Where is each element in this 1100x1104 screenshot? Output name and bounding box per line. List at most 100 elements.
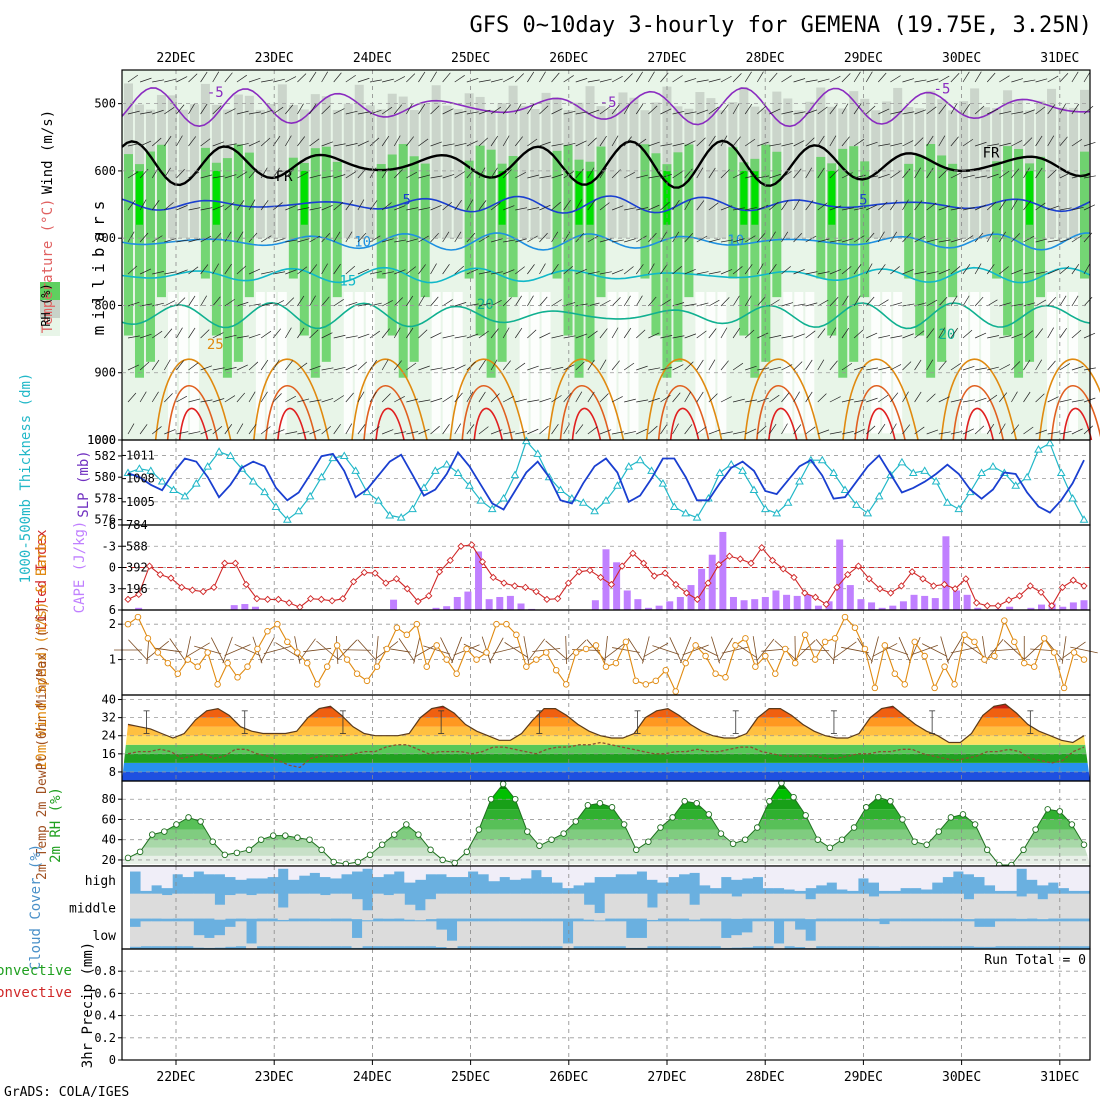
rh2m-point <box>960 812 966 818</box>
cloud-cell-high <box>847 866 858 891</box>
rh2m-point <box>186 815 192 821</box>
wind-speed-point <box>155 650 161 656</box>
date-label-top: 30DEC <box>942 51 981 66</box>
wind-speed-point <box>763 653 769 659</box>
cloud-cell-high <box>816 866 827 885</box>
rh-band <box>122 840 1090 848</box>
cloud-cell-low <box>626 938 637 948</box>
cloud-cell-high <box>584 866 595 883</box>
cloud-cell-low <box>1079 921 1090 946</box>
cloud-cell-middle <box>974 894 985 919</box>
isotherm-label--5c: -5 <box>934 82 951 98</box>
wind-speed-point <box>474 657 480 663</box>
cloud-cell-low <box>615 921 626 946</box>
cloud-cell-low <box>468 921 479 946</box>
li-tick-3: 3 <box>109 582 116 596</box>
cloud-cell-high <box>468 866 479 872</box>
lifted-index-point <box>211 584 217 590</box>
cloud-cell-middle <box>636 894 647 919</box>
cloud-cell-high <box>520 866 531 878</box>
wind-speed-point <box>723 674 729 680</box>
cloud-cell-high <box>478 866 489 874</box>
wind-speed-point <box>583 646 589 652</box>
cloud-cell-middle <box>752 894 763 919</box>
cloud-cell-high <box>257 866 268 878</box>
rh-column-grey <box>618 92 627 238</box>
rh-column-green <box>992 161 1001 278</box>
rh-column-dry <box>695 292 704 433</box>
temp-tick-40: 40 <box>102 693 116 707</box>
rh-tick-40: 40 <box>102 833 116 847</box>
rh-column-bright <box>213 171 220 225</box>
rh2m-point <box>1021 847 1027 853</box>
cape-bar <box>772 590 779 610</box>
rh-column-grey <box>970 88 979 238</box>
date-label-bottom: 23DEC <box>255 1070 294 1085</box>
cloud-cell-low <box>394 921 405 946</box>
rh2m-point <box>137 849 143 855</box>
date-label-bottom: 29DEC <box>844 1070 883 1085</box>
cape-bar <box>932 598 939 610</box>
cloud-cell-high <box>415 866 426 880</box>
wind-speed-point <box>952 682 958 688</box>
lifted-index-point <box>737 556 743 562</box>
cloud-cell-middle <box>478 894 489 919</box>
cape-bar <box>964 595 971 610</box>
wind-speed-point <box>125 621 131 627</box>
cape-bar <box>677 597 684 610</box>
wind-speed-point <box>663 667 669 673</box>
li-tick--6: -6 <box>102 518 116 532</box>
cloud-cell-high <box>636 866 647 872</box>
date-label-bottom: 26DEC <box>549 1070 588 1085</box>
thickness-tick-580: 580 <box>94 470 116 484</box>
thickness-tick-578: 578 <box>94 491 116 505</box>
upper-air-label-wind: Wind (m/s) <box>40 110 56 194</box>
wind-speed-point <box>1061 685 1067 691</box>
rh2m-point <box>706 812 712 818</box>
cloud-cell-low <box>932 921 943 946</box>
thickness-point <box>318 474 325 480</box>
cloud-cell-low <box>183 921 194 946</box>
cloud-cell-low <box>816 921 827 946</box>
precip-tick-0: 0 <box>109 1053 116 1067</box>
cloud-cell-low <box>742 932 753 947</box>
wind-speed-point <box>932 685 938 691</box>
wind-speed-point <box>802 632 808 638</box>
date-label-top: 23DEC <box>255 51 294 66</box>
rh-column-dry <box>344 292 353 433</box>
cape-bar <box>911 595 918 610</box>
rh-column-dry <box>629 292 638 433</box>
rh-column-bright <box>301 171 308 225</box>
cloud-cell-middle <box>1006 894 1017 919</box>
cloud-cell-high <box>731 866 742 880</box>
cloud-cell-high <box>1027 866 1038 880</box>
date-label-top: 31DEC <box>1040 51 1079 66</box>
rh2m-point <box>694 800 700 806</box>
cloud-cell-high <box>425 866 436 874</box>
cloud-cell-middle <box>742 894 753 919</box>
temp-tick-24: 24 <box>102 729 116 743</box>
rh2m-point <box>125 855 131 861</box>
rh2m-point <box>912 839 918 845</box>
rh-column-grey <box>893 88 902 238</box>
rh-column-green <box>1014 149 1023 378</box>
cloud-cell-high <box>995 866 1006 891</box>
rh2m-point <box>355 859 361 865</box>
thickness-point <box>375 497 382 503</box>
date-label-bottom: 27DEC <box>647 1070 686 1085</box>
wind-speed-point <box>792 660 798 666</box>
rh-column-green <box>377 164 386 279</box>
thickness-point <box>637 457 644 463</box>
rh2m-point <box>319 847 325 853</box>
cloud-cell-low <box>911 921 922 946</box>
cape-tick-196: 196 <box>126 582 148 596</box>
cloud-cell-high <box>457 866 468 877</box>
cloud-cell-high <box>774 866 785 888</box>
wind-speed-point <box>454 671 460 677</box>
cape-tick-784: 784 <box>126 518 148 532</box>
cloud-cell-low <box>837 921 848 946</box>
wind-speed-point <box>872 685 878 691</box>
cloud-cell-low <box>457 921 468 946</box>
